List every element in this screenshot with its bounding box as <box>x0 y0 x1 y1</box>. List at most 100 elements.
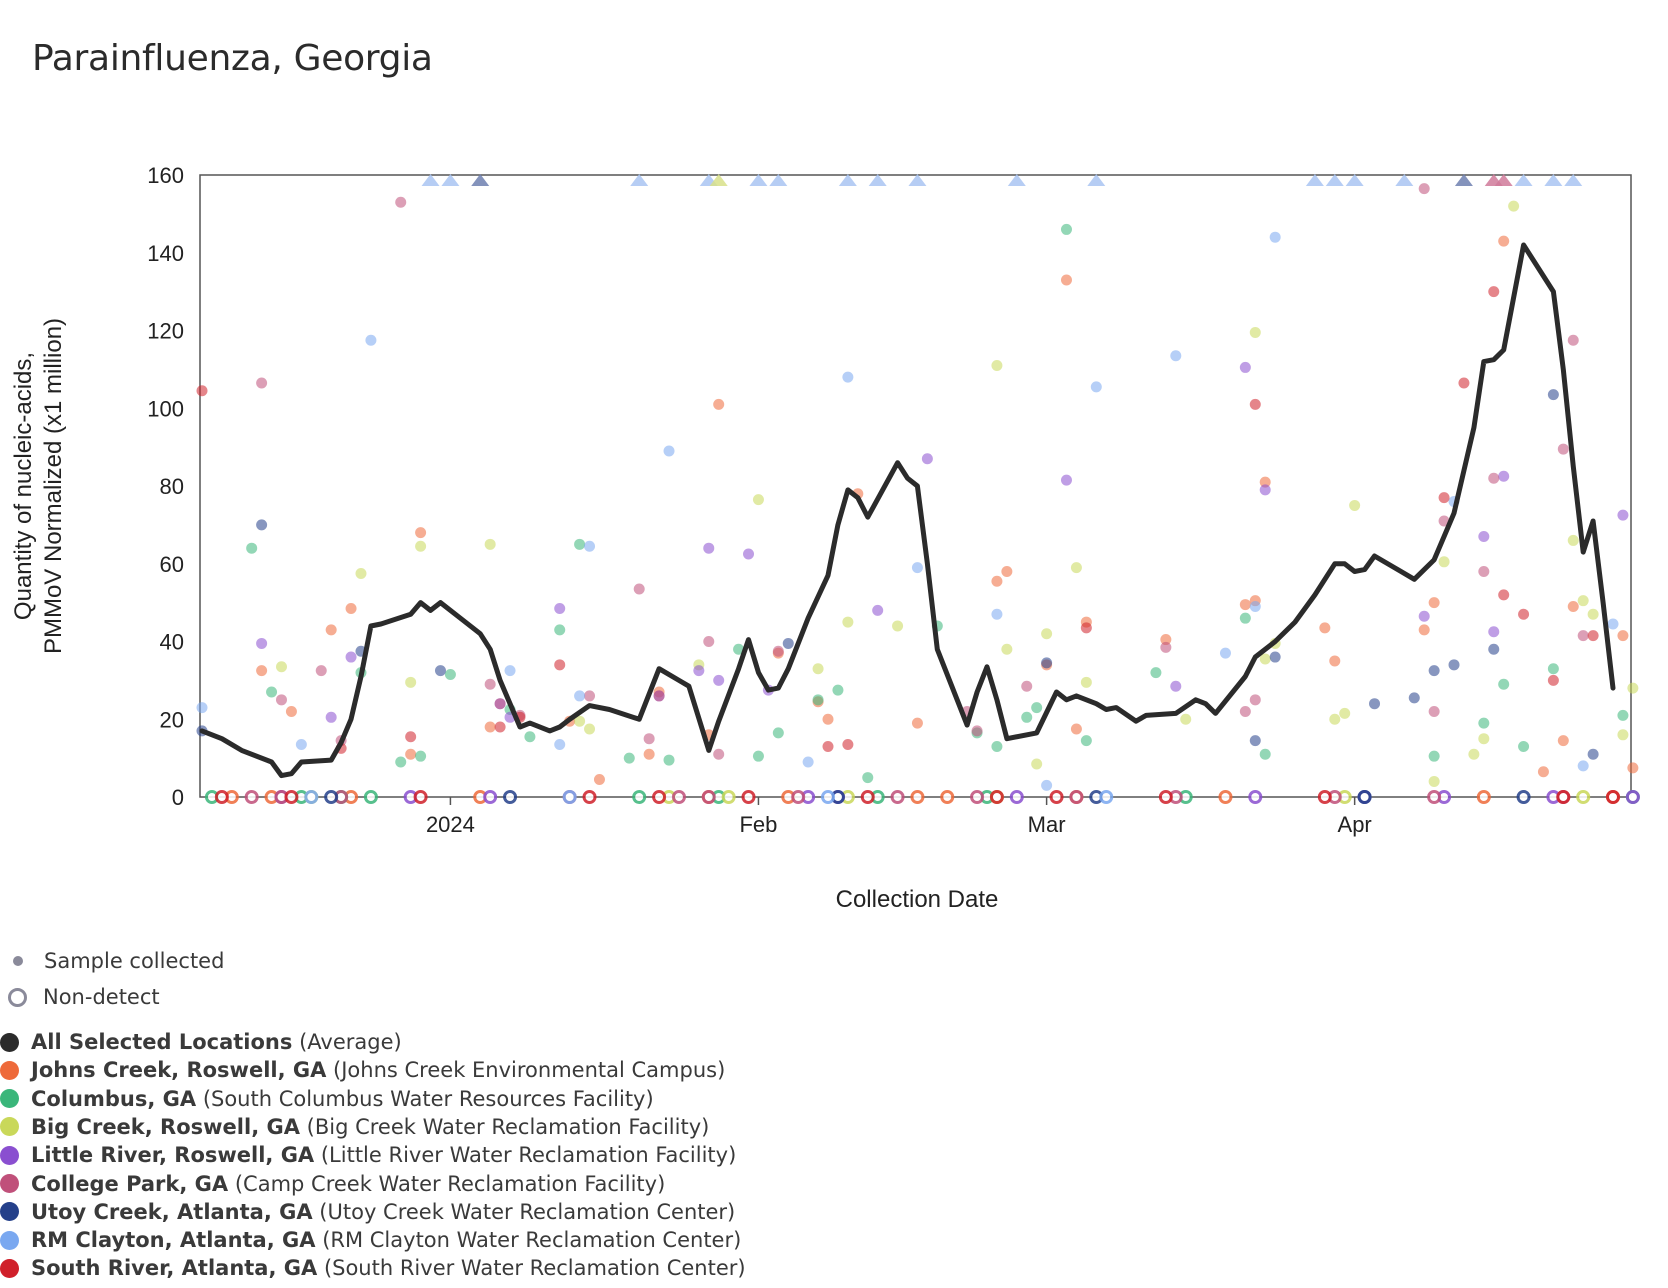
non-detect-point[interactable] <box>632 790 647 804</box>
sample-point[interactable] <box>1567 334 1579 346</box>
sample-point[interactable] <box>1249 398 1261 410</box>
non-detect-point[interactable] <box>1158 790 1173 804</box>
sample-point[interactable] <box>1617 729 1629 741</box>
sample-point[interactable] <box>643 748 655 760</box>
legend-entry[interactable]: Utoy Creek, Atlanta, GA (Utoy Creek Wate… <box>0 1200 735 1224</box>
sample-point[interactable] <box>713 748 725 760</box>
sample-point[interactable] <box>1498 589 1510 601</box>
sample-point[interactable] <box>494 698 506 710</box>
sample-point[interactable] <box>1249 694 1261 706</box>
sample-point[interactable] <box>1080 735 1092 747</box>
sample-point[interactable] <box>196 702 208 714</box>
non-detect-point[interactable] <box>582 790 597 804</box>
above-range-marker[interactable] <box>1564 174 1583 186</box>
non-detect-point[interactable] <box>304 790 319 804</box>
above-range-marker[interactable] <box>908 174 927 186</box>
non-detect-point[interactable] <box>989 790 1004 804</box>
sample-point[interactable] <box>1259 748 1271 760</box>
sample-point[interactable] <box>1418 610 1430 622</box>
sample-point[interactable] <box>1418 183 1430 195</box>
non-detect-point[interactable] <box>1576 790 1591 804</box>
legend-entry[interactable]: Johns Creek, Roswell, GA (Johns Creek En… <box>0 1058 725 1082</box>
sample-point[interactable] <box>1239 705 1251 717</box>
sample-point[interactable] <box>1339 707 1351 719</box>
sample-point[interactable] <box>434 665 446 677</box>
sample-point[interactable] <box>1170 680 1182 692</box>
sample-point[interactable] <box>1408 692 1420 704</box>
sample-point[interactable] <box>1060 474 1072 486</box>
sample-point[interactable] <box>1448 659 1460 671</box>
sample-point[interactable] <box>743 548 755 560</box>
sample-point[interactable] <box>713 398 725 410</box>
sample-point[interactable] <box>1627 682 1639 694</box>
sample-point[interactable] <box>1478 717 1490 729</box>
legend-entry[interactable]: Columbus, GA (South Columbus Water Resou… <box>0 1087 654 1111</box>
sample-point[interactable] <box>1607 618 1619 630</box>
sample-point[interactable] <box>1041 628 1053 640</box>
sample-point[interactable] <box>1031 758 1043 770</box>
sample-point[interactable] <box>494 721 506 733</box>
sample-point[interactable] <box>484 678 496 690</box>
sample-point[interactable] <box>1518 608 1530 620</box>
sample-point[interactable] <box>1577 630 1589 642</box>
sample-point[interactable] <box>1587 630 1599 642</box>
sample-point[interactable] <box>1090 381 1102 393</box>
sample-point[interactable] <box>574 538 586 550</box>
sample-point[interactable] <box>752 494 764 506</box>
sample-point[interactable] <box>1269 651 1281 663</box>
non-detect-point[interactable] <box>940 790 955 804</box>
sample-point[interactable] <box>1518 740 1530 752</box>
sample-point[interactable] <box>345 602 357 614</box>
non-detect-point[interactable] <box>1218 790 1233 804</box>
sample-point[interactable] <box>1547 389 1559 401</box>
sample-point[interactable] <box>484 538 496 550</box>
non-detect-point[interactable] <box>652 790 667 804</box>
legend-entry[interactable]: South River, Atlanta, GA (South River Wa… <box>0 1256 746 1280</box>
sample-point[interactable] <box>1627 762 1639 774</box>
sample-point[interactable] <box>772 645 784 657</box>
sample-point[interactable] <box>584 690 596 702</box>
sample-point[interactable] <box>1041 779 1053 791</box>
sample-point[interactable] <box>1478 566 1490 578</box>
sample-point[interactable] <box>246 542 258 554</box>
sample-point[interactable] <box>256 377 268 389</box>
sample-point[interactable] <box>365 334 377 346</box>
non-detect-point[interactable] <box>413 790 428 804</box>
sample-point[interactable] <box>256 637 268 649</box>
sample-point[interactable] <box>1438 492 1450 504</box>
sample-point[interactable] <box>524 731 536 743</box>
sample-point[interactable] <box>643 733 655 745</box>
non-detect-point[interactable] <box>363 790 378 804</box>
sample-point[interactable] <box>822 713 834 725</box>
sample-point[interactable] <box>842 616 854 628</box>
sample-point[interactable] <box>415 750 427 762</box>
sample-point[interactable] <box>584 540 596 552</box>
sample-point[interactable] <box>1488 626 1500 638</box>
sample-point[interactable] <box>1239 612 1251 624</box>
non-detect-point[interactable] <box>1049 790 1064 804</box>
sample-point[interactable] <box>1329 713 1341 725</box>
sample-point[interactable] <box>623 752 635 764</box>
sample-point[interactable] <box>554 659 566 671</box>
sample-point[interactable] <box>842 371 854 383</box>
above-range-marker[interactable] <box>838 174 857 186</box>
sample-point[interactable] <box>275 661 287 673</box>
sample-point[interactable] <box>554 624 566 636</box>
sample-point[interactable] <box>822 740 834 752</box>
sample-point[interactable] <box>782 637 794 649</box>
sample-point[interactable] <box>752 750 764 762</box>
sample-point[interactable] <box>1239 361 1251 373</box>
sample-point[interactable] <box>1567 601 1579 613</box>
sample-point[interactable] <box>1031 702 1043 714</box>
sample-point[interactable] <box>892 620 904 632</box>
sample-point[interactable] <box>772 727 784 739</box>
sample-point[interactable] <box>1418 624 1430 636</box>
sample-point[interactable] <box>1428 705 1440 717</box>
above-range-marker[interactable] <box>1514 174 1533 186</box>
sample-point[interactable] <box>713 674 725 686</box>
above-range-marker[interactable] <box>1345 174 1364 186</box>
sample-point[interactable] <box>812 663 824 675</box>
sample-point[interactable] <box>1160 641 1172 653</box>
sample-point[interactable] <box>911 717 923 729</box>
sample-point[interactable] <box>1041 657 1053 669</box>
